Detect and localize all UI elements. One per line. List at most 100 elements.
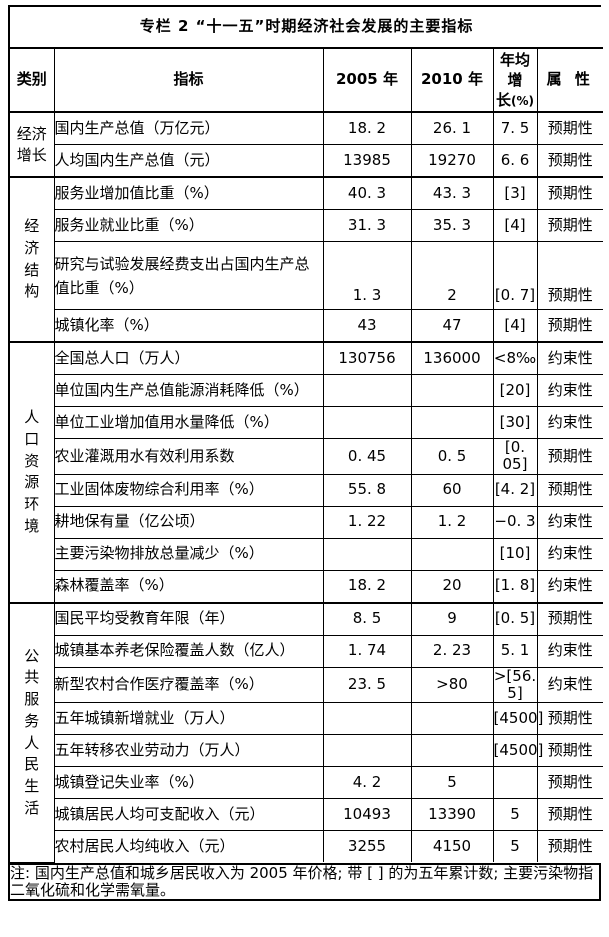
value-2005-cell: 40. 3: [322, 176, 412, 210]
indicator-cell: 人均国内生产总值（元）: [54, 144, 324, 178]
value-2005-cell: 8. 5: [322, 602, 412, 636]
table-row: 经济结构服务业增加值比重（%） 40. 3 43. 3 [3] 预期性: [10, 176, 604, 343]
category-char: 民: [24, 755, 40, 774]
value-2010-cell: 43. 3: [410, 176, 494, 210]
table-title: 专栏 2 “十一五”时期经济社会发展的主要指标: [10, 7, 604, 49]
annual-growth-cell: [30]: [492, 406, 538, 439]
annual-growth-cell: [4]: [492, 309, 538, 343]
value-2010-cell: 0. 5: [410, 438, 494, 475]
note-table: 注: 国内生产总值和城乡居民收入为 2005 年价格; 带 [ ] 的为五年累计…: [10, 862, 599, 899]
value-2005-cell: 31. 3: [322, 209, 412, 242]
category-char: 构: [24, 282, 40, 301]
category-cell-3: 人口资源环境: [10, 341, 55, 604]
table-row: 单位国内生产总值能源消耗降低（%） [20] 约束性: [10, 374, 604, 407]
value-2005-cell: [322, 734, 412, 767]
indicator-cell: 工业固体废物综合利用率（%）: [54, 473, 324, 507]
attribute-cell: 预期性: [536, 830, 604, 862]
value-2010-cell: 2. 23: [410, 634, 494, 668]
attribute-cell: 预期性: [536, 241, 604, 310]
attribute-cell: 约束性: [536, 537, 604, 571]
category-label: 经济 增长: [10, 124, 54, 165]
table-row: 人口资源环境全国总人口（万人） 130756 136000 <8‰ 约束性: [10, 341, 604, 604]
category-char: 结: [24, 260, 40, 279]
indicator-cell: 单位工业增加值用水量降低（%）: [54, 406, 324, 439]
annual-growth-cell: 6. 6: [492, 144, 538, 178]
annual-growth-cell: [0. 5]: [492, 602, 538, 636]
attribute-cell: 预期性: [536, 798, 604, 831]
indicator-cell: 农业灌溉用水有效利用系数: [54, 438, 324, 475]
table-row: 耕地保有量（亿公顷） 1. 22 1. 2 −0. 3 约束性: [10, 505, 604, 539]
annual-growth-cell: [3]: [492, 176, 538, 210]
table-row: 经济 增长 国内生产总值（万亿元） 18. 2 26. 1 7. 5 预期性: [10, 111, 604, 178]
indicator-cell: 五年转移农业劳动力（万人）: [54, 734, 324, 767]
attribute-cell: 约束性: [536, 505, 604, 539]
value-2005-cell: 18. 2: [322, 569, 412, 604]
indicator-cell: 研究与试验发展经费支出占国内生产总值比重（%）: [54, 241, 324, 310]
category-cell-1: 经济 增长: [10, 111, 55, 178]
category-char: 人: [24, 733, 40, 752]
category-char: 环: [24, 495, 40, 513]
attribute-cell: 预期性: [536, 309, 604, 343]
indicator-cell: 耕地保有量（亿公顷）: [54, 505, 324, 539]
value-2005-cell: [322, 537, 412, 571]
table-row: 服务业就业比重（%） 31. 3 35. 3 [4] 预期性: [10, 209, 604, 242]
value-2010-cell: 35. 3: [410, 209, 494, 242]
table-row: 农村居民人均纯收入（元） 3255 4150 5 预期性: [10, 830, 604, 862]
value-2005-cell: 13985: [322, 144, 412, 178]
header-row: 类别 指标 2005 年 2010 年 年均增 长(%) 属 性: [10, 47, 604, 113]
attribute-cell: 约束性: [536, 569, 604, 604]
value-2010-cell: 13390: [410, 798, 494, 831]
indicator-cell: 单位国内生产总值能源消耗降低（%）: [54, 374, 324, 407]
annual-growth-cell: [4]: [492, 209, 538, 242]
annual-growth-cell: [10]: [492, 537, 538, 571]
attribute-cell: 预期性: [536, 473, 604, 507]
value-2005-cell: 55. 8: [322, 473, 412, 507]
value-2010-cell: 136000: [410, 341, 494, 375]
value-2010-cell: >80: [410, 666, 494, 703]
header-annual-growth: 年均增 长(%): [492, 47, 538, 113]
annual-growth-cell: [492, 766, 538, 799]
table-row: 工业固体废物综合利用率（%） 55. 8 60 [4. 2] 预期性: [10, 473, 604, 507]
category-char: 公: [24, 646, 40, 665]
table-row: 单位工业增加值用水量降低（%） [30] 约束性: [10, 406, 604, 439]
table-row: 城镇居民人均可支配收入（元） 10493 13390 5 预期性: [10, 798, 604, 831]
indicator-cell: 农村居民人均纯收入（元）: [54, 830, 324, 862]
indicator-cell: 五年城镇新增就业（万人）: [54, 702, 324, 735]
attribute-cell: 预期性: [536, 734, 604, 767]
value-2005-cell: 1. 74: [322, 634, 412, 668]
attribute-cell: 预期性: [536, 111, 604, 145]
table-row: 五年城镇新增就业（万人） [4500] 预期性: [10, 702, 604, 735]
header-annual-growth-line2: 长(%): [495, 91, 534, 110]
annual-growth-cell: <8‰: [492, 341, 538, 375]
category-char: 境: [24, 516, 40, 535]
value-2005-cell: 1. 22: [322, 505, 412, 539]
annual-growth-cell: 7. 5: [492, 111, 538, 145]
table-row: 五年转移农业劳动力（万人） [4500] 预期性: [10, 734, 604, 767]
header-year-2010: 2010 年: [410, 47, 494, 113]
annual-growth-cell: >[56. 5]: [492, 666, 538, 703]
table-row: 森林覆盖率（%） 18. 2 20 [1. 8] 约束性: [10, 569, 604, 604]
value-2005-cell: [322, 374, 412, 407]
header-indicator: 指标: [53, 47, 324, 113]
attribute-cell: 约束性: [536, 341, 604, 375]
note-row: 注: 国内生产总值和城乡居民收入为 2005 年价格; 带 [ ] 的为五年累计…: [10, 862, 599, 899]
value-2005-cell: 23. 5: [322, 666, 412, 703]
category-cell-4: 公共服务人民生活: [10, 602, 55, 863]
category-label: 经济结构: [10, 178, 54, 341]
attribute-cell: 预期性: [536, 602, 604, 636]
category-char: 资: [24, 451, 40, 470]
indicator-cell: 城镇基本养老保险覆盖人数（亿人）: [54, 634, 324, 668]
value-2010-cell: 60: [410, 473, 494, 507]
indicator-cell: 服务业就业比重（%）: [54, 209, 324, 242]
table-row: 主要污染物排放总量减少（%） [10] 约束性: [10, 537, 604, 571]
table-row: 城镇基本养老保险覆盖人数（亿人） 1. 74 2. 23 5. 1 约束性: [10, 634, 604, 668]
annual-growth-cell: [1. 8]: [492, 569, 538, 604]
indicator-cell: 城镇居民人均可支配收入（元）: [54, 798, 324, 831]
value-2010-cell: 9: [410, 602, 494, 636]
header-annual-growth-unit: (%): [511, 94, 534, 109]
value-2005-cell: 0. 45: [322, 438, 412, 475]
category-char: 源: [24, 473, 40, 492]
attribute-cell: 预期性: [536, 176, 604, 210]
value-2010-cell: [410, 406, 494, 439]
